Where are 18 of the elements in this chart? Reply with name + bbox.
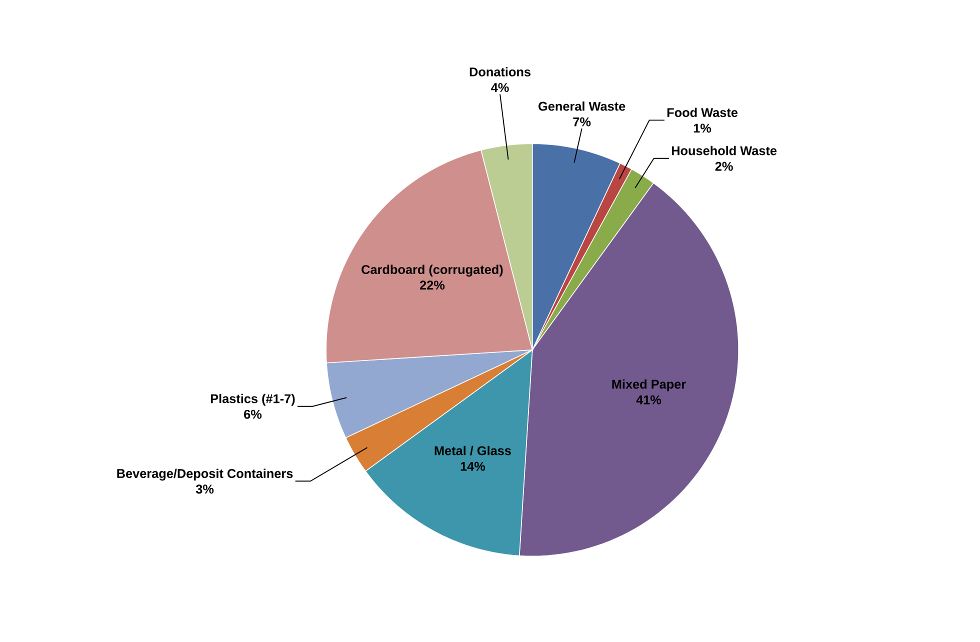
- data-label: 4%: [491, 83, 509, 92]
- slice-label: Food Waste: [667, 108, 738, 118]
- slice-label: Mixed Paper: [612, 380, 686, 392]
- data-label: 3%: [196, 484, 214, 494]
- data-label: 41%: [636, 396, 662, 404]
- slice-label: Metal / Glass: [434, 446, 511, 456]
- slice-label: Donations: [470, 67, 530, 77]
- slice-label: Cardboard (corrugated): [362, 264, 503, 277]
- slice-label: Plastics (#1-7): [210, 394, 295, 406]
- data-label: 22%: [420, 280, 445, 290]
- slice-label: Household Waste: [672, 146, 777, 156]
- data-label: 1%: [694, 124, 712, 133]
- slice-label: General Waste: [538, 102, 626, 111]
- data-label: 2%: [715, 162, 733, 171]
- data-label: 7%: [573, 118, 591, 127]
- slice-label: Beverage/Deposit Containers: [117, 468, 293, 481]
- data-label: 14%: [460, 462, 486, 471]
- data-label: 6%: [244, 410, 262, 419]
